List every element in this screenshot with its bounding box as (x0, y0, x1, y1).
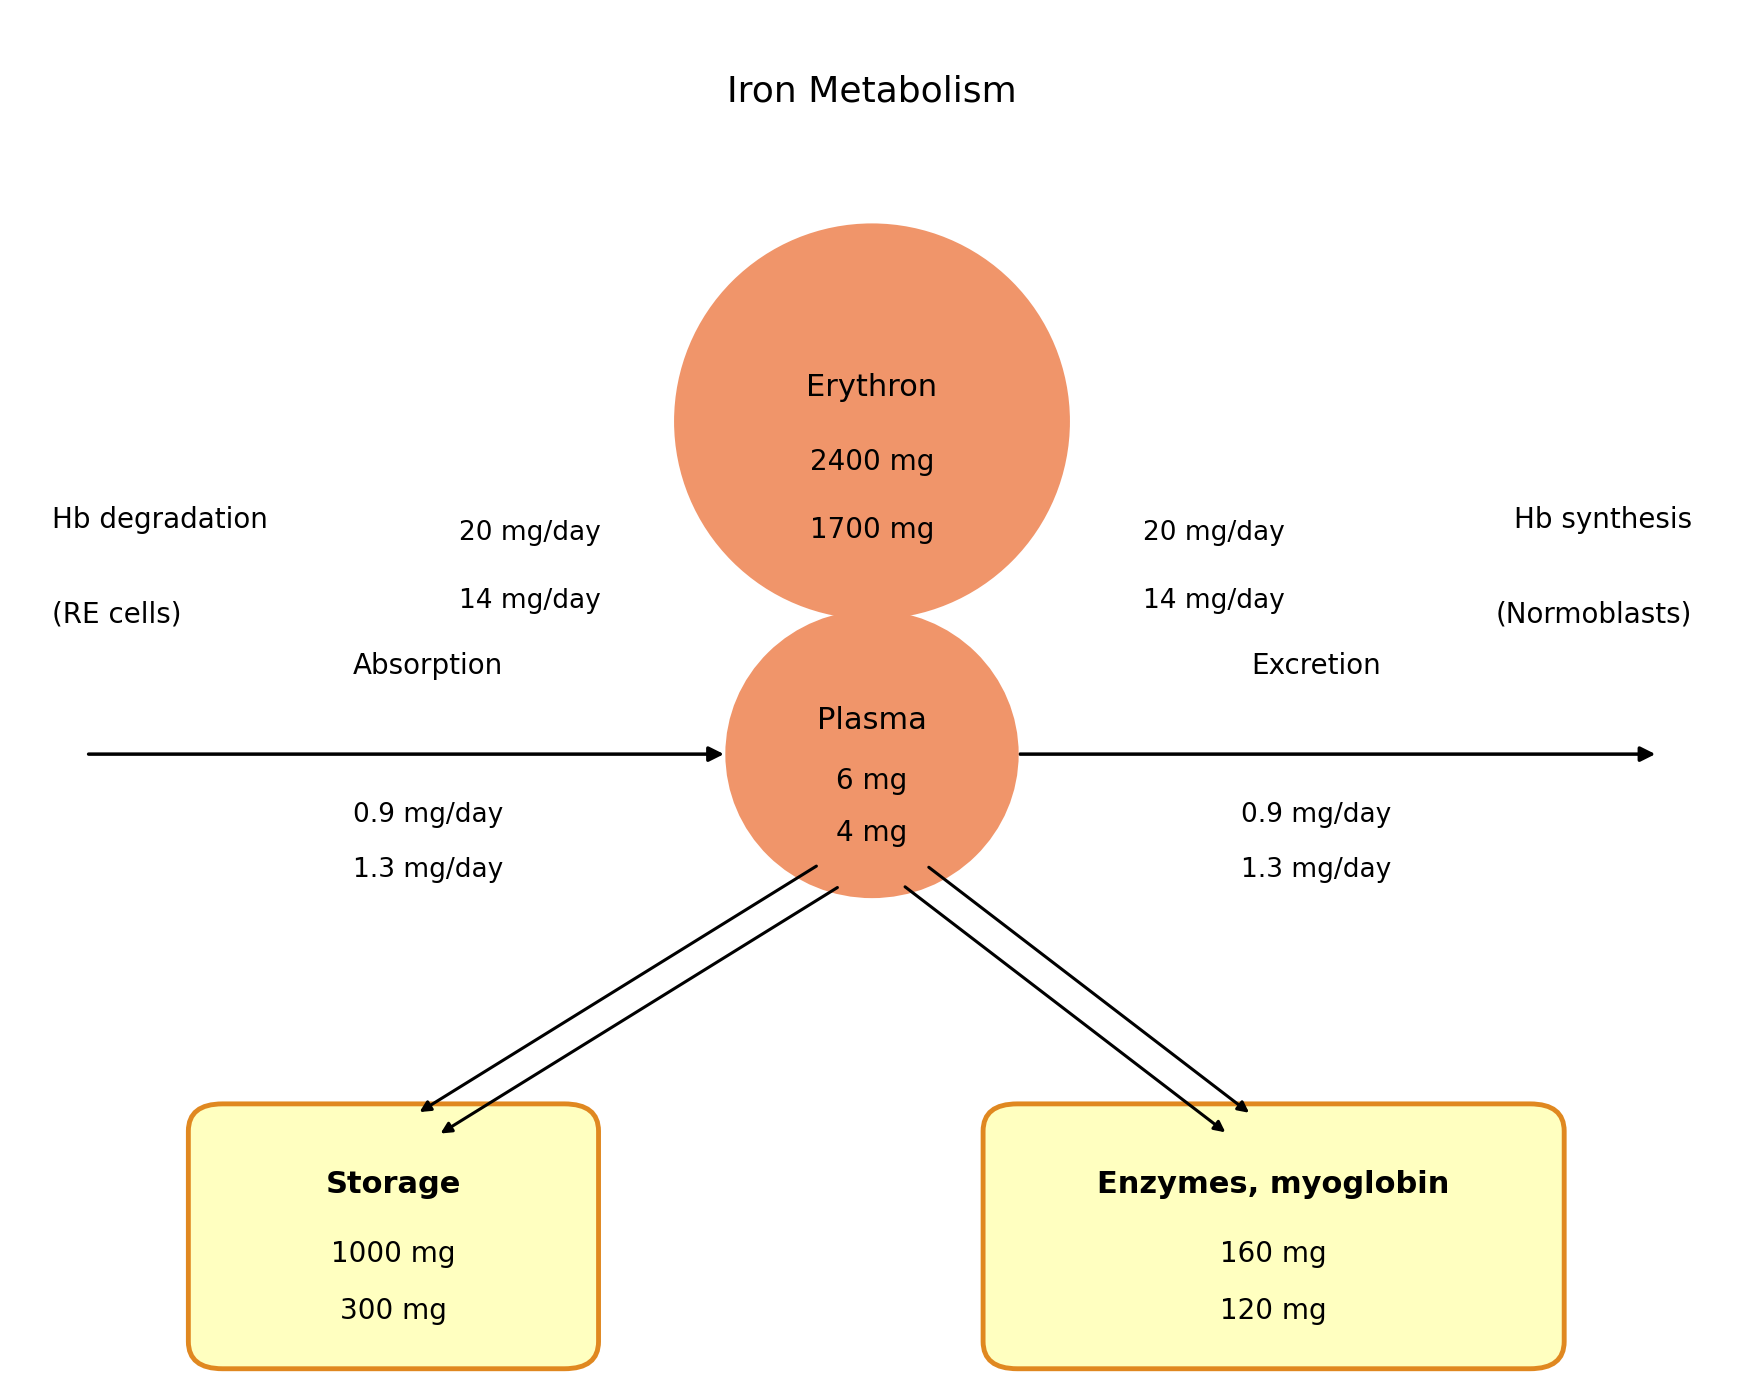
Text: 14 mg/day: 14 mg/day (1142, 588, 1285, 614)
Text: 2400 mg: 2400 mg (809, 448, 935, 477)
Ellipse shape (675, 225, 1069, 618)
FancyArrowPatch shape (89, 748, 720, 761)
FancyArrowPatch shape (930, 868, 1247, 1110)
Text: 1.3 mg/day: 1.3 mg/day (352, 857, 502, 883)
Text: (Normoblasts): (Normoblasts) (1496, 602, 1692, 629)
FancyArrowPatch shape (422, 866, 816, 1110)
Text: 300 mg: 300 mg (340, 1297, 446, 1325)
Text: Storage: Storage (326, 1170, 460, 1199)
Text: Iron Metabolism: Iron Metabolism (727, 75, 1017, 109)
FancyArrowPatch shape (855, 600, 870, 621)
Text: 20 mg/day: 20 mg/day (1142, 520, 1285, 546)
Text: 120 mg: 120 mg (1221, 1297, 1327, 1325)
Text: Excretion: Excretion (1252, 651, 1381, 681)
Text: 160 mg: 160 mg (1221, 1240, 1327, 1268)
Text: 6 mg: 6 mg (837, 768, 907, 796)
Text: Hb degradation: Hb degradation (52, 506, 267, 534)
Text: 0.9 mg/day: 0.9 mg/day (352, 802, 502, 829)
Text: Erythron: Erythron (806, 373, 938, 402)
Text: 1000 mg: 1000 mg (331, 1240, 455, 1268)
Text: (RE cells): (RE cells) (52, 602, 181, 629)
FancyArrowPatch shape (874, 603, 889, 624)
Text: 1700 mg: 1700 mg (809, 516, 935, 545)
Text: Hb synthesis: Hb synthesis (1514, 506, 1692, 534)
Text: Enzymes, myoglobin: Enzymes, myoglobin (1097, 1170, 1449, 1199)
FancyArrowPatch shape (443, 887, 837, 1132)
Text: 0.9 mg/day: 0.9 mg/day (1242, 802, 1392, 829)
Text: Absorption: Absorption (352, 651, 502, 681)
FancyArrowPatch shape (1020, 748, 1652, 761)
FancyArrowPatch shape (905, 887, 1223, 1130)
Text: 4 mg: 4 mg (837, 819, 907, 847)
FancyBboxPatch shape (984, 1103, 1564, 1369)
Ellipse shape (727, 611, 1017, 897)
Text: 1.3 mg/day: 1.3 mg/day (1242, 857, 1392, 883)
Text: Plasma: Plasma (816, 705, 928, 735)
FancyBboxPatch shape (188, 1103, 598, 1369)
Text: 14 mg/day: 14 mg/day (459, 588, 602, 614)
Text: 20 mg/day: 20 mg/day (459, 520, 602, 546)
